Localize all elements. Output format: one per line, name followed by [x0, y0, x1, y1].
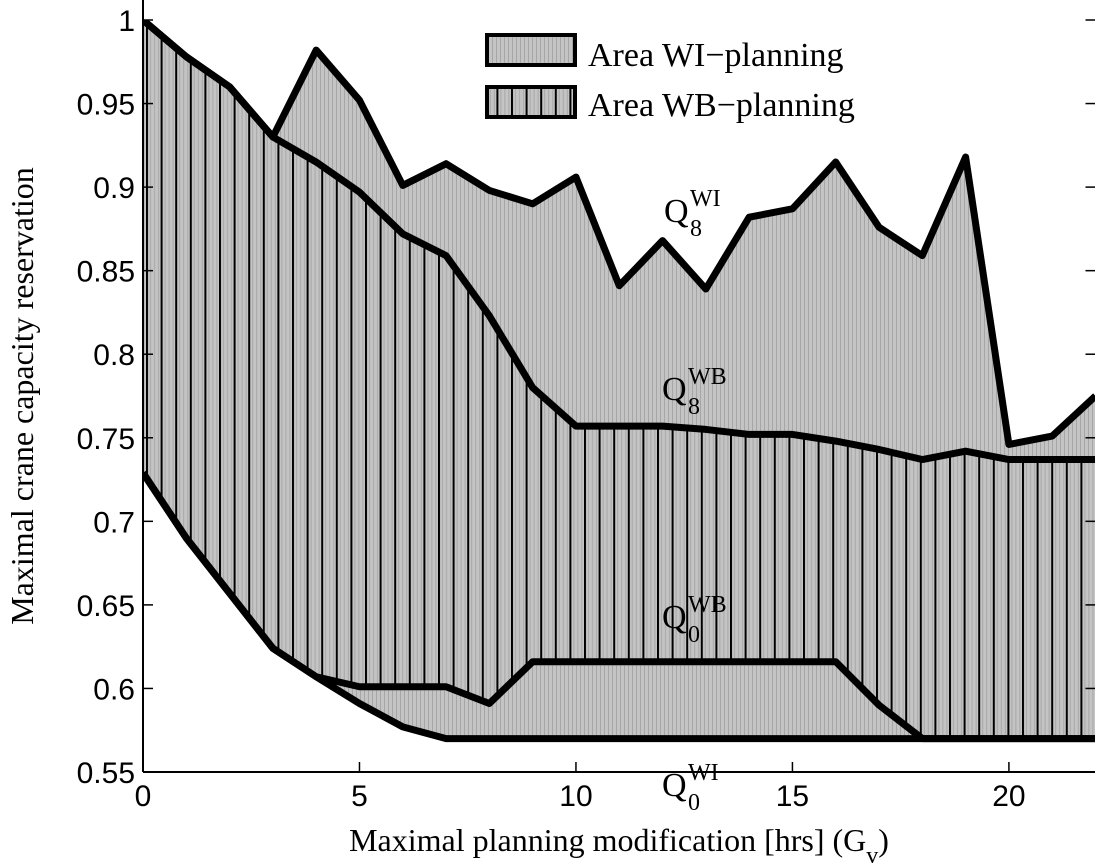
- curve-label-superscript: WI: [690, 186, 721, 212]
- y-tick-label: 0.9: [93, 172, 135, 205]
- y-axis-ticks: 0.55 0.6 0.65 0.7 0.75 0.8 0.85 0.9 0.95 1: [77, 5, 1095, 790]
- curve-label-1: Q WI 8: [664, 186, 721, 242]
- y-tick-label: 0.95: [77, 89, 135, 122]
- legend-label-wi: Area WI−planning: [588, 37, 844, 74]
- y-tick-label: 1: [118, 5, 135, 38]
- legend-swatch-wb: [485, 85, 577, 119]
- x-axis-ticks: 0 5 10 15 20: [135, 762, 1026, 813]
- curve-label-superscript: WI: [688, 760, 719, 786]
- y-tick-label: 0.6: [93, 673, 135, 706]
- curve-label-main: Q: [664, 193, 689, 230]
- series-line-1: [143, 20, 1095, 448]
- curve-label-subscript: 8: [690, 216, 702, 242]
- x-axis-title: Maximal planning modification [hrs] (Gv): [349, 822, 889, 868]
- area-wb-planning: [143, 20, 1095, 739]
- x-tick-label: 10: [559, 780, 592, 813]
- curve-label-superscript: WB: [688, 592, 727, 618]
- series-line-4: [143, 470, 1095, 743]
- curve-label-subscript: 8: [688, 394, 700, 420]
- legend-swatch-wi: [485, 33, 577, 67]
- legend: Area WI−planning Area WB−planning: [485, 33, 855, 124]
- plot-areas: [143, 20, 1095, 739]
- curve-label-main: Q: [662, 767, 687, 804]
- y-tick-label: 0.8: [93, 339, 135, 372]
- curve-label-subscript: 0: [688, 790, 700, 816]
- curve-label-main: Q: [662, 371, 687, 408]
- curves: [143, 20, 1095, 743]
- x-tick-label: 20: [992, 780, 1025, 813]
- legend-label-wb: Area WB−planning: [588, 87, 855, 124]
- x-tick-label: 5: [351, 780, 368, 813]
- y-tick-label: 0.55: [77, 757, 135, 790]
- curve-label-superscript: WB: [688, 364, 727, 390]
- curve-label-subscript: 0: [688, 622, 700, 648]
- plot-frame: [142, 0, 1095, 773]
- curve-label-3: Q WB 0: [662, 592, 727, 648]
- x-tick-label: 15: [776, 780, 809, 813]
- y-tick-label: 0.75: [77, 423, 135, 456]
- y-tick-label: 0.85: [77, 256, 135, 289]
- y-tick-label: 0.65: [77, 590, 135, 623]
- curve-label-2: Q WB 8: [662, 364, 727, 420]
- y-axis-title: Maximal crane capacity reservation: [4, 167, 40, 625]
- y-tick-label: 0.7: [93, 506, 135, 539]
- curve-label-main: Q: [662, 599, 687, 636]
- series-line-2: [143, 20, 1095, 464]
- curve-label-4: Q WI 0: [662, 760, 719, 816]
- x-tick-label: 0: [135, 780, 152, 813]
